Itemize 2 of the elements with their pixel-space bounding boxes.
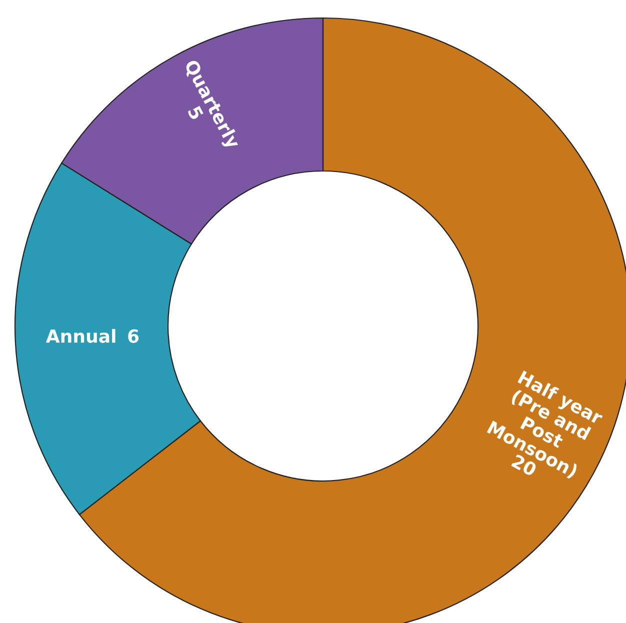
data-label: 6	[128, 329, 139, 343]
slice-label: Annual	[46, 328, 116, 343]
